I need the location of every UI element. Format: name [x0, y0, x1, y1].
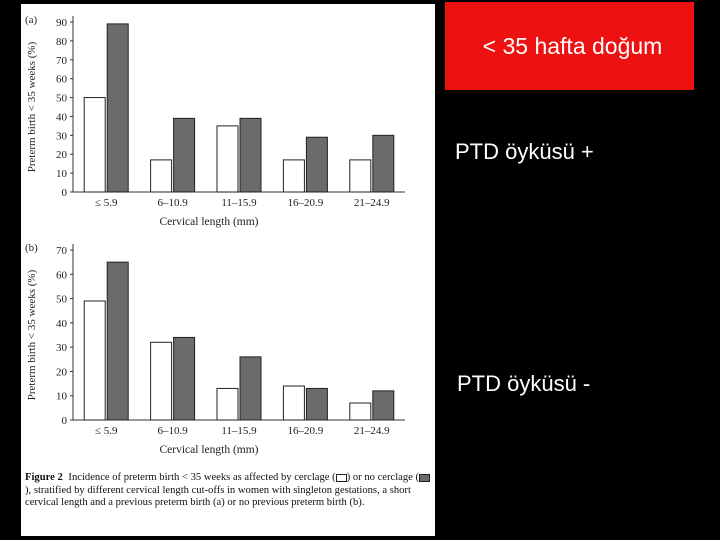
chart-a-panel-label: (a)	[25, 14, 38, 26]
figure-caption: Figure 2 Incidence of preterm birth < 35…	[25, 472, 431, 510]
chart-b-bar-no-cerclage	[305, 387, 328, 421]
label-ptd-history-positive: PTD öyküsü +	[455, 139, 594, 164]
chart-b-bar-cerclage	[150, 341, 173, 421]
figure-panel: 0 10 20 30 40 50 60 70 80 90 ≤ 5.9 6–10.9 11–15.9 16–…	[21, 4, 435, 536]
chart-a-y-tick-label: 40	[56, 111, 68, 123]
chart-b-y-tick-label: 60	[56, 269, 68, 281]
chart-a-x-tick-label: 16–20.9	[288, 197, 324, 209]
chart-a-y-tick-label: 90	[56, 17, 68, 29]
chart-b-y-tick-label: 0	[62, 415, 68, 427]
chart-a-bar-no-cerclage	[372, 134, 395, 193]
chart-b-y-tick-label: 20	[56, 366, 68, 378]
chart-b-bar-no-cerclage	[239, 356, 262, 421]
chart-b-bar-cerclage	[349, 402, 372, 421]
cerclage-legend-swatch	[335, 473, 347, 482]
chart-a-y-tick-label: 50	[56, 93, 68, 105]
chart-b-bar-cerclage	[83, 300, 106, 421]
chart-a-bar-no-cerclage	[106, 23, 129, 193]
chart-a-bar-no-cerclage	[173, 117, 196, 193]
chart-b-y-tick-label: 70	[56, 245, 68, 257]
chart-b-panel-label: (b)	[25, 242, 38, 254]
chart-b-x-tick-label: 11–15.9	[221, 425, 257, 437]
no-cerclage-legend-swatch	[419, 473, 431, 482]
chart-a-bar-cerclage	[216, 125, 239, 193]
chart-b: 0 10 20 30 40 50 60 70 ≤ 5.9 6–10.9 11–15.9 16–20.9…	[25, 242, 405, 456]
chart-b-bar-no-cerclage	[173, 336, 196, 421]
chart-a-y-tick-label: 60	[56, 74, 68, 86]
chart-a-x-tick-label: 6–10.9	[157, 197, 188, 209]
label-ptd-history-negative: PTD öyküsü -	[457, 371, 591, 396]
caption-figure-label: Figure 2	[25, 472, 63, 483]
chart-a-bar-no-cerclage	[239, 117, 262, 193]
slide-title: < 35 hafta doğum	[482, 32, 663, 59]
chart-b-y-tick-label: 40	[56, 318, 68, 330]
chart-a-bar-cerclage	[83, 97, 106, 193]
chart-a-y-tick-label: 30	[56, 130, 68, 142]
chart-a-y-tick-label: 70	[56, 55, 68, 67]
chart-b-bar-cerclage	[216, 387, 239, 421]
chart-a-y-tick-label: 20	[56, 149, 68, 161]
chart-b-bar-no-cerclage	[106, 261, 129, 421]
chart-a-bar-cerclage	[282, 159, 305, 193]
chart-b-y-tick-label: 50	[56, 294, 68, 306]
chart-b-y-tick-label: 30	[56, 342, 68, 354]
chart-b-x-axis-label: Cervical length (mm)	[160, 444, 259, 456]
chart-a-y-tick-label: 10	[56, 168, 68, 180]
chart-a-bar-cerclage	[349, 159, 372, 193]
chart-a-y-tick-label: 0	[62, 187, 68, 199]
chart-b-bar-no-cerclage	[372, 390, 395, 421]
chart-b-x-tick-label: 6–10.9	[157, 425, 188, 437]
caption-text-2: ) or no cerclage (	[346, 472, 420, 483]
chart-a-x-tick-label: ≤ 5.9	[95, 197, 118, 209]
caption-text-1: Incidence of preterm birth < 35 weeks as…	[68, 472, 336, 483]
chart-b-x-tick-label: 16–20.9	[288, 425, 324, 437]
chart-a-x-tick-label: 21–24.9	[354, 197, 390, 209]
chart-a: 0 10 20 30 40 50 60 70 80 90 ≤ 5.9 6–10.9 11–15.9 16–…	[25, 14, 405, 228]
caption-text-3: ), stratified by different cervical leng…	[25, 484, 411, 509]
chart-a-x-axis-label: Cervical length (mm)	[160, 216, 259, 228]
chart-b-x-tick-label: 21–24.9	[354, 425, 390, 437]
chart-a-y-tick-label: 80	[56, 36, 68, 48]
chart-a-bar-cerclage	[150, 159, 173, 193]
chart-b-y-tick-label: 10	[56, 391, 68, 403]
chart-b-x-tick-label: ≤ 5.9	[95, 425, 118, 437]
chart-a-y-axis-label: Preterm birth < 35 weeks (%)	[26, 41, 38, 172]
chart-a-x-tick-label: 11–15.9	[221, 197, 257, 209]
chart-b-y-axis-label: Preterm birth < 35 weeks (%)	[26, 269, 38, 400]
slide-title-box: < 35 hafta doğum	[445, 2, 694, 90]
chart-a-bar-no-cerclage	[305, 136, 328, 193]
chart-b-bar-cerclage	[282, 385, 305, 421]
